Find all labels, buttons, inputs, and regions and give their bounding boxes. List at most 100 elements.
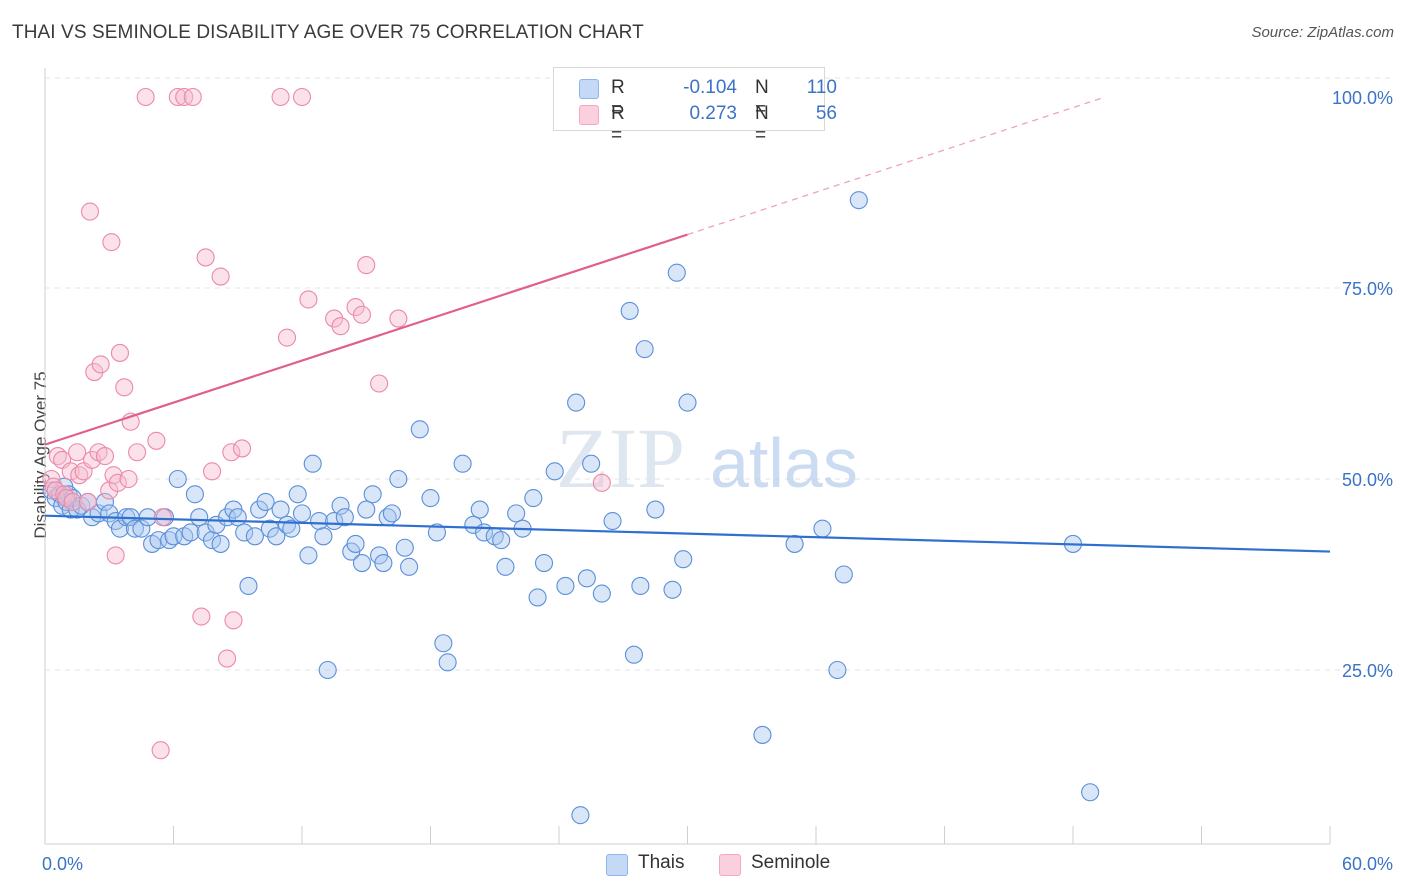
seminole-point	[63, 492, 82, 511]
seminole-point	[232, 439, 252, 458]
gridlines	[45, 77, 1392, 671]
thais-point	[828, 660, 847, 680]
seminole-point	[299, 290, 318, 309]
thais-point	[260, 519, 279, 538]
thais-point	[464, 515, 483, 534]
y-tick-label: 100.0%	[1332, 88, 1393, 108]
thais-point	[427, 523, 446, 542]
thais-point	[470, 500, 489, 519]
seminole-point	[325, 309, 344, 328]
seminole-point	[370, 374, 389, 393]
thais-point	[620, 301, 639, 320]
thais-point	[318, 660, 337, 680]
seminole-point	[224, 611, 243, 630]
thais-point	[753, 725, 772, 744]
thais-point	[389, 469, 408, 489]
seminole-point	[153, 508, 172, 527]
thais-point	[667, 263, 686, 282]
seminole-point	[128, 443, 147, 462]
seminole-point	[102, 233, 121, 252]
seminole-point	[222, 443, 241, 462]
seminole-point	[592, 473, 611, 492]
thais-point	[181, 523, 200, 542]
chart-title: THAI VS SEMINOLE DISABILITY AGE OVER 75 …	[12, 22, 644, 43]
thais-point	[363, 485, 382, 504]
seminole-point	[78, 492, 97, 511]
thais-point	[496, 557, 515, 576]
thais-point	[582, 454, 601, 473]
thais-point	[282, 519, 301, 538]
thais-point	[267, 527, 286, 546]
thais-point	[382, 504, 402, 523]
seminole-point	[147, 431, 166, 450]
seminole-point	[119, 469, 138, 489]
y-tick-label: 25.0%	[1342, 661, 1393, 681]
seminole-point	[110, 343, 130, 362]
seminole-point	[151, 741, 170, 760]
thais-point	[228, 508, 247, 527]
thais-point	[603, 511, 622, 531]
thais-point	[164, 527, 183, 546]
thais-point	[314, 527, 333, 546]
watermark-zip: ZIP	[556, 410, 685, 506]
thais-point	[256, 492, 275, 511]
thais-point	[299, 546, 318, 565]
seminole-point	[196, 248, 215, 267]
thais-point	[567, 393, 586, 412]
thais-point	[357, 500, 376, 519]
thais-point	[271, 500, 290, 519]
seminole-point	[357, 256, 376, 275]
seminole-point	[115, 378, 134, 397]
seminole-point	[61, 462, 80, 481]
thais-point	[453, 454, 472, 473]
thais-point	[528, 588, 547, 607]
seminole-point	[108, 473, 127, 492]
thais-point	[288, 485, 307, 504]
legend-label: Seminole	[751, 852, 831, 873]
seminole-point	[211, 267, 230, 286]
thais-point	[646, 500, 665, 519]
seminole-point	[203, 462, 222, 481]
r-value: -0.104	[683, 77, 737, 98]
seminole-point	[95, 447, 115, 466]
thais-point	[235, 523, 254, 542]
thais-point	[421, 489, 440, 508]
thais-point	[577, 569, 596, 588]
thais-point	[674, 550, 693, 569]
seminole-point	[292, 87, 312, 107]
thais-point	[149, 531, 168, 550]
thais-point	[61, 500, 80, 519]
seminole-trendline	[44, 233, 688, 446]
seminole-point	[106, 546, 125, 565]
thais-point	[635, 340, 654, 359]
seminole-trendline-extension	[687, 96, 1106, 236]
y-tick-label: 50.0%	[1342, 470, 1393, 490]
thais-point	[624, 645, 644, 664]
seminole-point	[42, 469, 61, 489]
seminole-swatch	[579, 105, 599, 125]
n-label: N =	[755, 103, 769, 146]
seminole-point	[46, 481, 65, 500]
seminole-point	[277, 328, 297, 347]
thais-point	[292, 504, 312, 523]
thais-point	[507, 504, 526, 523]
thais-point	[492, 531, 511, 550]
thais-point	[303, 454, 322, 473]
thais-point	[346, 534, 365, 553]
thais-point	[250, 500, 269, 519]
seminole-point	[352, 305, 372, 324]
seminole-point	[346, 298, 365, 317]
thais-point	[335, 508, 354, 527]
seminole-point	[168, 87, 187, 107]
thais-point	[374, 553, 393, 573]
thais-point	[1081, 783, 1100, 802]
legend-label: Thais	[638, 852, 685, 873]
seminole-point	[136, 87, 155, 107]
thais-point	[849, 191, 868, 210]
thais-point	[663, 580, 682, 599]
seminole-point	[91, 355, 110, 374]
seminole-point	[183, 87, 202, 107]
thais-swatch	[606, 854, 628, 876]
series-legend: Thais Seminole	[0, 852, 1406, 878]
